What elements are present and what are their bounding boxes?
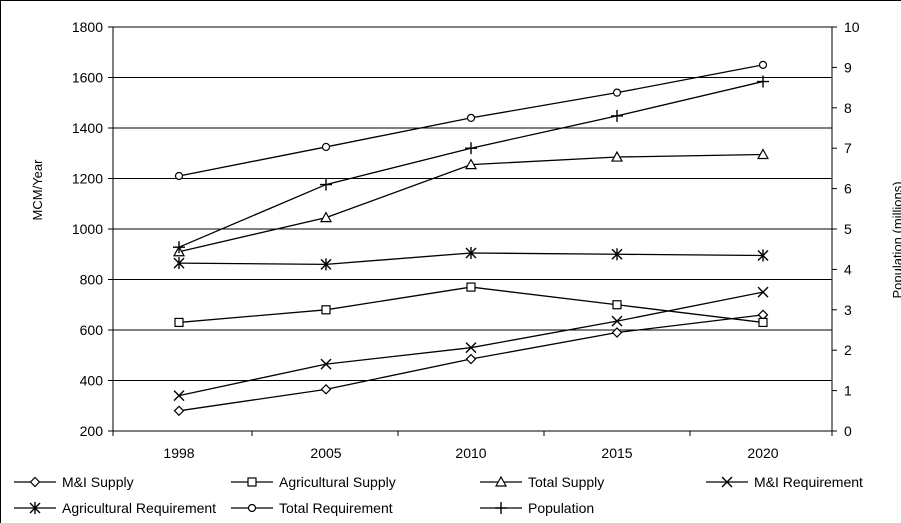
series-line-agricultural-supply — [178, 286, 764, 324]
legend-label: Total Supply — [528, 474, 604, 490]
data-point-m-i-supply — [173, 405, 185, 417]
data-point-agricultural-requirement — [173, 257, 185, 270]
data-point-total-supply — [610, 150, 624, 162]
data-point-population — [465, 142, 477, 155]
data-point-m-i-supply — [465, 353, 477, 365]
y-left-tick-label: 800 — [80, 272, 104, 288]
data-point-m-i-requirement — [757, 286, 769, 298]
data-point-total-supply — [464, 158, 478, 170]
y-right-tick-label: 0 — [844, 423, 852, 439]
y-right-tick-label: 8 — [844, 100, 852, 116]
data-point-agricultural-supply — [466, 282, 476, 292]
y-right-tick-label: 9 — [844, 59, 852, 75]
y-left-tick-label: 1600 — [72, 70, 103, 86]
data-point-m-i-supply — [320, 383, 332, 395]
y-left-tick-label: 400 — [80, 373, 104, 389]
legend-label: Agricultural Supply — [279, 474, 396, 490]
data-point-total-requirement — [758, 60, 768, 69]
data-point-total-requirement — [612, 88, 622, 97]
y-right-tick-label: 3 — [844, 302, 852, 318]
legend-marker — [29, 502, 41, 514]
data-point-total-supply — [319, 211, 333, 223]
y-right-tick-label: 4 — [844, 261, 852, 277]
data-point-total-requirement — [321, 142, 331, 152]
data-point-agricultural-supply — [174, 317, 184, 328]
legend-item-total-supply: Total Supply — [480, 474, 604, 490]
x-tick-label: 2010 — [455, 445, 486, 461]
data-point-agricultural-supply — [758, 317, 768, 328]
data-point-m-i-requirement — [611, 315, 623, 327]
data-point-population — [611, 109, 623, 122]
axes: 200 400 600 800 1000 1200 1400 1600 1800 0 1 2 3 4 5 6 7… — [72, 19, 860, 461]
y-axis-right-title: Population (millions) — [890, 181, 901, 298]
legend-item-m-i-requirement: M&I Requirement — [706, 474, 863, 490]
legend-marker — [29, 476, 41, 488]
legend-marker — [494, 475, 508, 487]
data-point-population — [757, 75, 769, 88]
legend-label: M&I Supply — [62, 474, 134, 490]
y-right-tick-label: 10 — [844, 19, 860, 35]
y-left-tick-label: 200 — [80, 423, 104, 439]
y-axis-left-title: MCM/Year — [30, 159, 45, 221]
legend-item-total-requirement: Total Requirement — [231, 500, 393, 516]
y-left-tick-label: 1400 — [72, 120, 103, 136]
y-right-tick-label: 1 — [844, 383, 852, 399]
legend-marker — [247, 503, 257, 513]
data-point-total-supply — [756, 148, 770, 160]
legend-label: Total Requirement — [279, 500, 393, 516]
x-tick-label: 2020 — [747, 445, 778, 461]
data-point-total-requirement — [174, 171, 184, 181]
data-point-m-i-requirement — [173, 390, 185, 402]
y-right-tick-label: 5 — [844, 221, 852, 237]
data-point-total-requirement — [466, 113, 476, 123]
legend-item-agricultural-requirement: Agricultural Requirement — [14, 500, 216, 516]
data-point-agricultural-requirement — [320, 258, 332, 271]
data-point-agricultural-requirement — [465, 246, 477, 259]
legend-item-population: Population — [480, 500, 594, 516]
y-left-tick-label: 600 — [80, 322, 104, 338]
data-point-agricultural-requirement — [757, 249, 769, 262]
y-right-tick-label: 7 — [844, 140, 852, 156]
x-tick-label: 1998 — [163, 445, 194, 461]
series-layer — [172, 60, 770, 417]
data-point-agricultural-supply — [321, 305, 331, 315]
data-point-m-i-requirement — [320, 358, 332, 370]
legend-label: Population — [528, 500, 594, 516]
y-left-tick-label: 1000 — [72, 221, 103, 237]
legend-label: Agricultural Requirement — [62, 500, 216, 516]
y-right-tick-label: 2 — [844, 342, 852, 358]
data-point-agricultural-supply — [612, 300, 622, 310]
legend-label: M&I Requirement — [754, 474, 863, 490]
y-left-tick-label: 1200 — [72, 171, 103, 187]
legend: M&I Supply Agricultural Supply Total Suppl… — [14, 474, 863, 516]
data-point-population — [320, 178, 332, 191]
y-left-tick-label: 1800 — [72, 19, 103, 35]
data-point-agricultural-requirement — [611, 248, 623, 261]
y-right-tick-label: 6 — [844, 181, 852, 197]
legend-marker — [721, 476, 733, 488]
data-point-m-i-supply — [611, 327, 623, 338]
data-point-population — [173, 241, 185, 254]
x-tick-label: 2005 — [310, 445, 341, 461]
legend-marker — [495, 502, 507, 514]
data-point-m-i-requirement — [465, 342, 477, 354]
x-tick-label: 2015 — [601, 445, 632, 461]
legend-item-m-i-supply: M&I Supply — [14, 474, 134, 490]
legend-item-agricultural-supply: Agricultural Supply — [231, 474, 396, 490]
legend-marker — [247, 477, 257, 487]
